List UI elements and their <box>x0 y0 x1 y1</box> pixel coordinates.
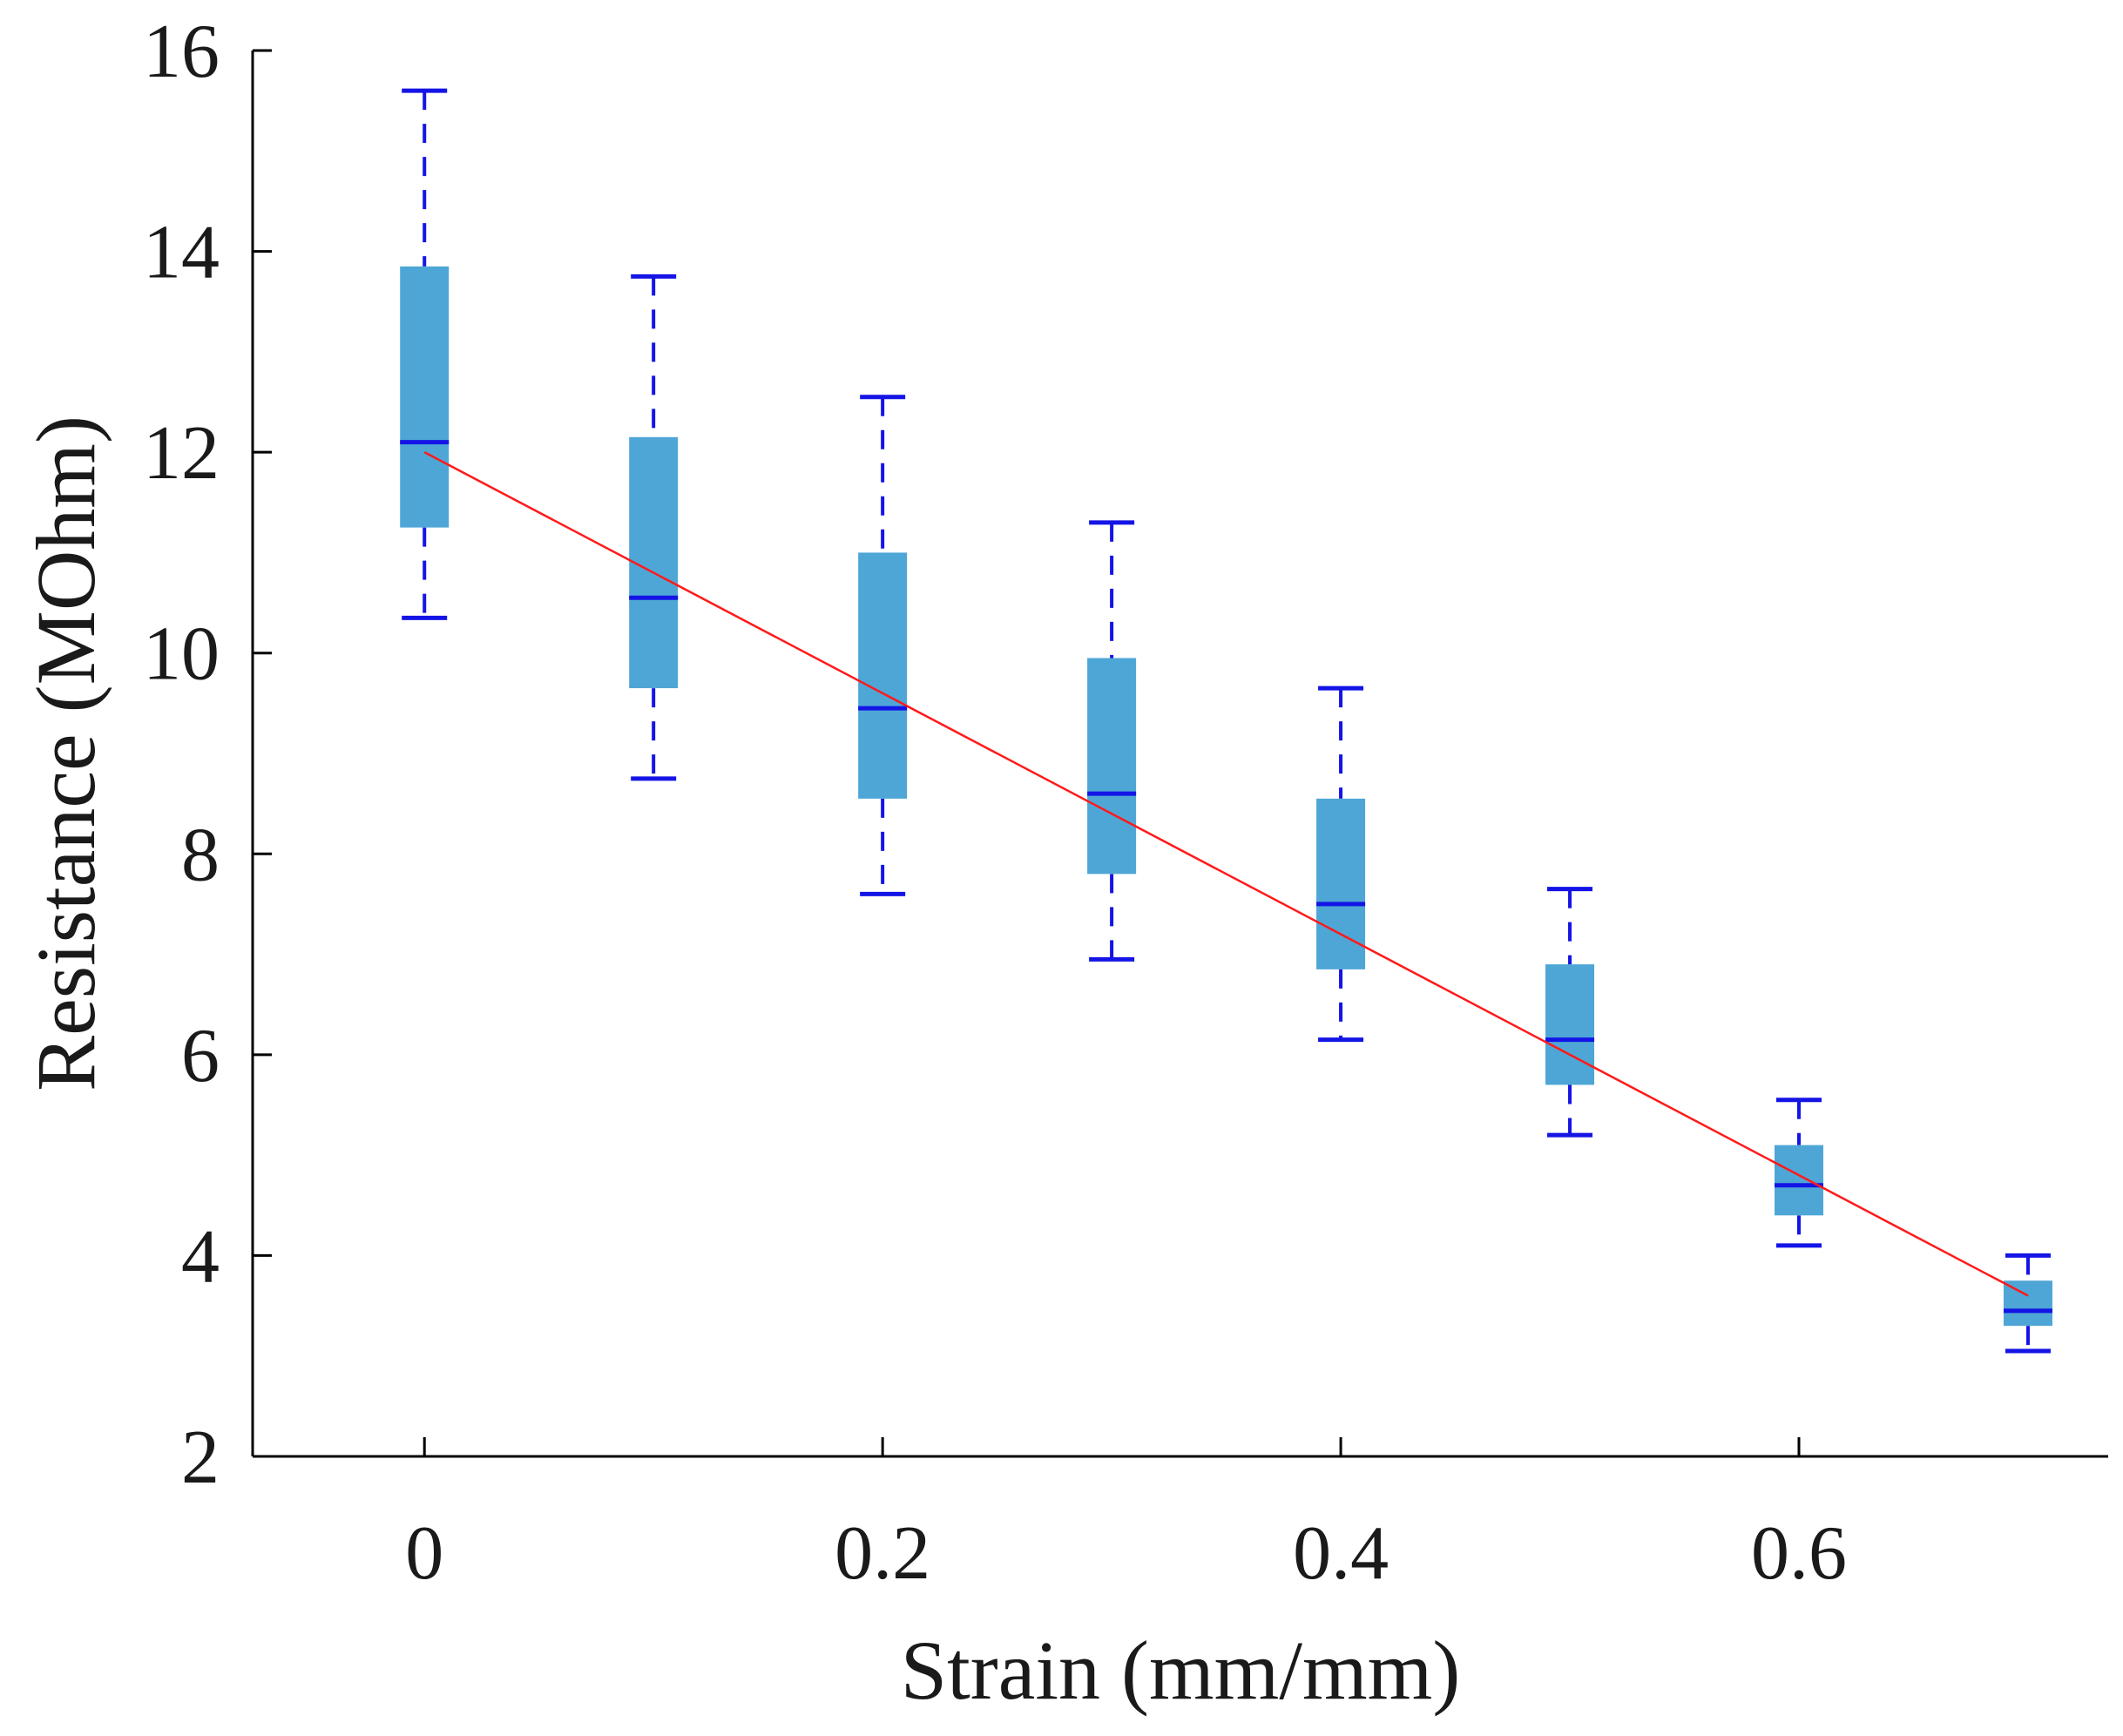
box-iqr <box>1545 964 1595 1085</box>
box-7 <box>2003 1253 2052 1354</box>
y-tick-label: 16 <box>143 10 220 94</box>
y-tick-label: 14 <box>143 211 220 295</box>
box-6 <box>1775 1098 1823 1248</box>
box-5 <box>1545 887 1595 1138</box>
y-tick-label: 6 <box>181 1014 220 1098</box>
box-iqr <box>400 266 450 528</box>
box-iqr <box>1316 798 1366 969</box>
y-tick-label: 4 <box>181 1214 220 1299</box>
box-iqr <box>1775 1145 1823 1216</box>
box-1 <box>629 274 679 781</box>
box-2 <box>858 395 908 896</box>
plot-marks <box>400 88 2052 1354</box>
fit-line <box>423 451 2029 1297</box>
box-iqr <box>858 552 908 799</box>
x-tick-label: 0.4 <box>1293 1511 1389 1596</box>
box-0 <box>400 88 450 620</box>
box-4 <box>1316 686 1366 1043</box>
x-tick-label: 0 <box>405 1511 443 1596</box>
y-tick-label: 10 <box>143 612 220 697</box>
y-tick-label: 8 <box>181 813 220 897</box>
y-axis-title: Resistance (MOhm) <box>19 415 112 1091</box>
x-axis-title: Strain (mm/mm) <box>901 1624 1461 1717</box>
ticks: 2 4 6 8 10 12 14 16 0 0.2 0.4 0.6 <box>143 10 1847 1596</box>
y-tick-label: 12 <box>143 411 220 496</box>
box-iqr <box>1087 658 1137 875</box>
box-iqr <box>629 436 679 689</box>
box-3 <box>1087 520 1137 962</box>
x-tick-label: 0.2 <box>835 1511 930 1596</box>
y-tick-label: 2 <box>181 1415 220 1500</box>
x-tick-label: 0.6 <box>1751 1511 1847 1596</box>
axes <box>251 51 2108 1458</box>
